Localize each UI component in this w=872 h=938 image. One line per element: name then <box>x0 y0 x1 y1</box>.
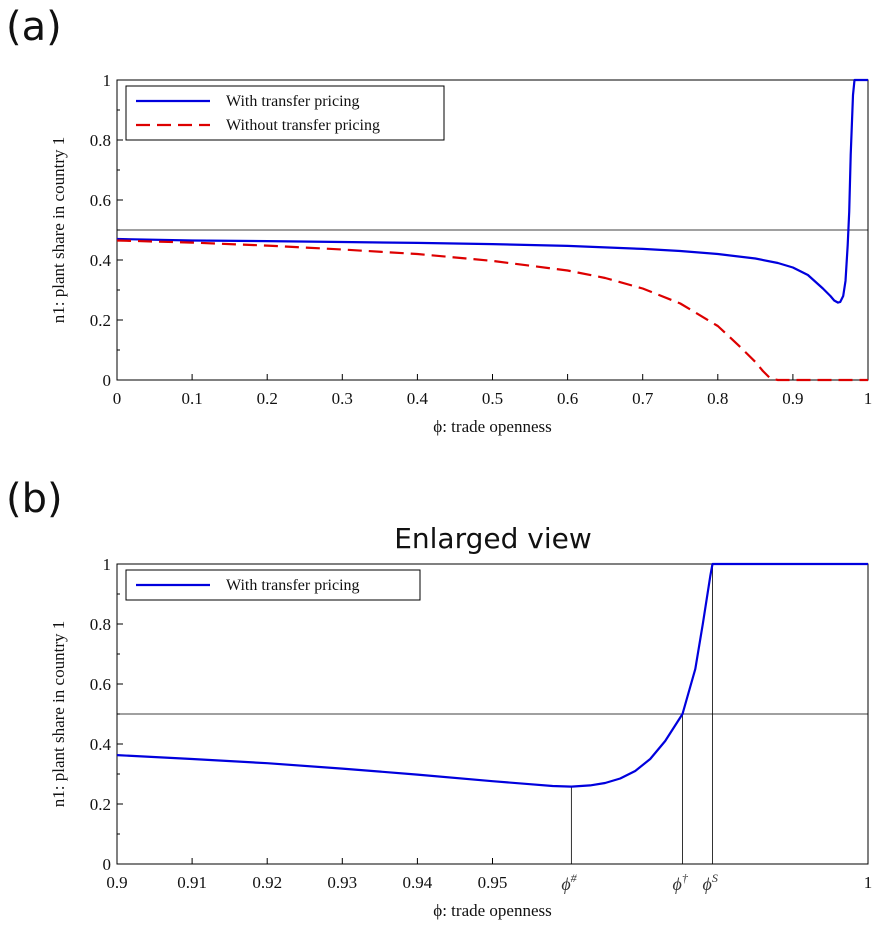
y-tick-label: 0 <box>103 855 112 874</box>
y-tick-label: 0.6 <box>90 675 111 694</box>
y-tick-label: 1 <box>103 555 112 574</box>
series-line <box>116 562 868 788</box>
x-tick-label: 0.2 <box>257 389 278 408</box>
legend-label: Without transfer pricing <box>226 117 380 134</box>
x-tick-label: 0.4 <box>407 389 429 408</box>
y-tick-label: 0.2 <box>90 311 111 330</box>
panel-a-label: (a) <box>6 4 62 50</box>
series-line <box>116 78 868 304</box>
x-axis-label: ϕ: trade openness <box>433 417 551 436</box>
chart-a: 0 0.2 0.4 0.6 0.8 1 0 0.1 0.2 0.3 0.4 0.5 0.6 0.7 0.8 0… <box>49 71 872 436</box>
series-line <box>116 239 868 382</box>
y-axis-label: n1: plant share in country 1 <box>49 621 68 808</box>
y-tick-label: 1 <box>103 71 112 90</box>
chart-b: 0 0.2 0.4 0.6 0.8 1 0.9 0.91 0.92 0.93 0.94 0.95 1 ϕ#… <box>49 555 872 920</box>
y-tick-label: 0.8 <box>90 131 111 150</box>
marker-label: ϕ† <box>673 871 689 894</box>
x-axis-label: ϕ: trade openness <box>433 901 551 920</box>
x-tick-label: 1 <box>864 873 872 892</box>
x-tick-label: 0.8 <box>707 389 728 408</box>
x-tick-label: 0.3 <box>332 389 353 408</box>
y-tick-label: 0 <box>103 371 112 390</box>
x-tick-label: 1 <box>864 389 872 408</box>
y-tick-label: 0.6 <box>90 191 111 210</box>
y-axis-label: n1: plant share in country 1 <box>49 137 68 324</box>
x-tick-label: 0.5 <box>482 389 503 408</box>
x-tick-label: 0.9 <box>106 873 127 892</box>
x-tick-label: 0.9 <box>782 389 803 408</box>
x-tick-label: 0.1 <box>181 389 202 408</box>
x-tick-label: 0.7 <box>632 389 654 408</box>
y-tick-label: 0.4 <box>90 251 112 270</box>
legend-label: With transfer pricing <box>226 577 360 594</box>
x-tick-label: 0.6 <box>557 389 578 408</box>
x-tick-label: 0.92 <box>252 873 282 892</box>
legend-label: With transfer pricing <box>226 93 360 110</box>
marker-label: ϕS <box>703 871 718 894</box>
x-tick-label: 0.95 <box>478 873 508 892</box>
x-tick-label: 0.93 <box>327 873 357 892</box>
legend-box <box>125 85 445 141</box>
marker-label: ϕ# <box>561 871 577 894</box>
x-tick-label: 0 <box>113 389 122 408</box>
y-tick-label: 0.2 <box>90 795 111 814</box>
panel-b-label: (b) <box>6 476 63 522</box>
y-tick-label: 0.4 <box>90 735 112 754</box>
panel-b-title: Enlarged view <box>394 522 592 555</box>
y-tick-label: 0.8 <box>90 615 111 634</box>
x-tick-label: 0.94 <box>403 873 433 892</box>
x-tick-label: 0.91 <box>177 873 207 892</box>
